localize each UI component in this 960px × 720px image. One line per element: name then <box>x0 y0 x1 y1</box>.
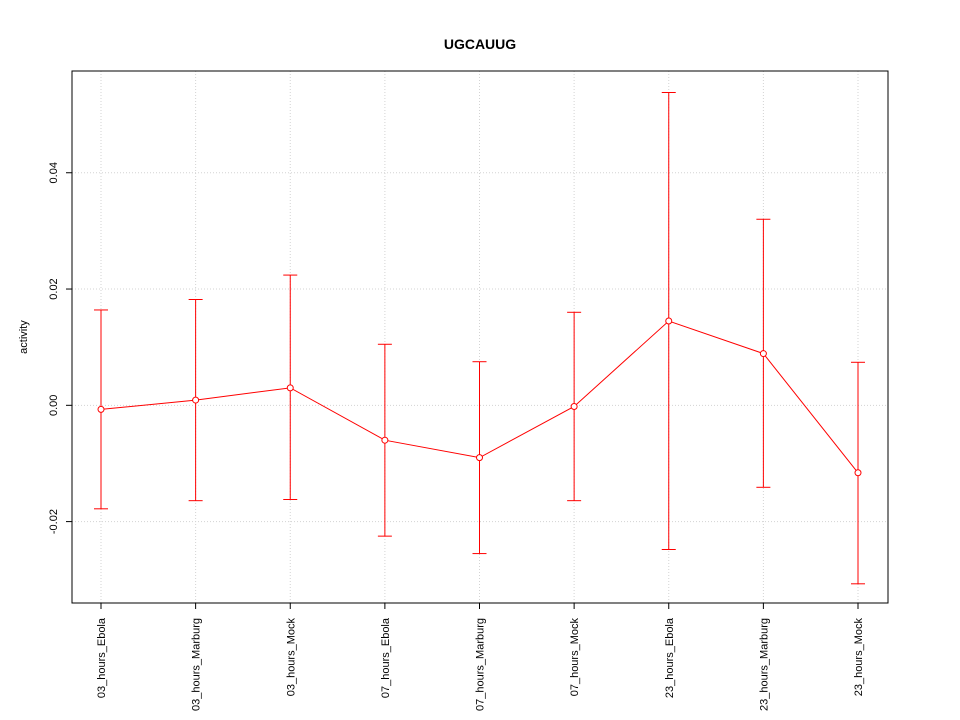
data-point <box>381 436 389 444</box>
data-point <box>570 402 578 410</box>
x-tick-label: 03_hours_Mock <box>285 618 297 697</box>
y-tick-label: 0.04 <box>48 162 60 183</box>
y-tick-label: -0.02 <box>48 509 60 534</box>
axes: -0.02 0.00 0.02 0.04 03_hours_Ebola 03_hours_… <box>48 162 865 711</box>
x-tick-label: 03_hours_Marburg <box>191 618 203 711</box>
x-tick-label: 23_hours_Marburg <box>758 618 770 711</box>
data-point <box>476 454 483 462</box>
data-point <box>854 469 862 477</box>
data-point <box>759 350 767 358</box>
x-tick-label: 03_hours_Ebola <box>96 617 108 698</box>
chart-title: UGCAUUG <box>444 36 516 52</box>
x-tick-label: 23_hours_Ebola <box>664 617 676 698</box>
data-point <box>286 384 294 392</box>
y-tick-label: 0.00 <box>48 395 60 416</box>
y-axis-label: activity <box>18 320 30 354</box>
data-point <box>97 405 105 413</box>
data-point <box>192 396 200 404</box>
x-tick-label: 23_hours_Mock <box>853 618 865 697</box>
data-point <box>665 317 673 325</box>
y-tick-label: 0.02 <box>48 278 60 299</box>
data-points <box>97 317 862 477</box>
x-tick-label: 07_hours_Marburg <box>475 618 487 711</box>
x-tick-label: 07_hours_Ebola <box>380 617 392 698</box>
x-tick-label: 07_hours_Mock <box>569 618 581 697</box>
